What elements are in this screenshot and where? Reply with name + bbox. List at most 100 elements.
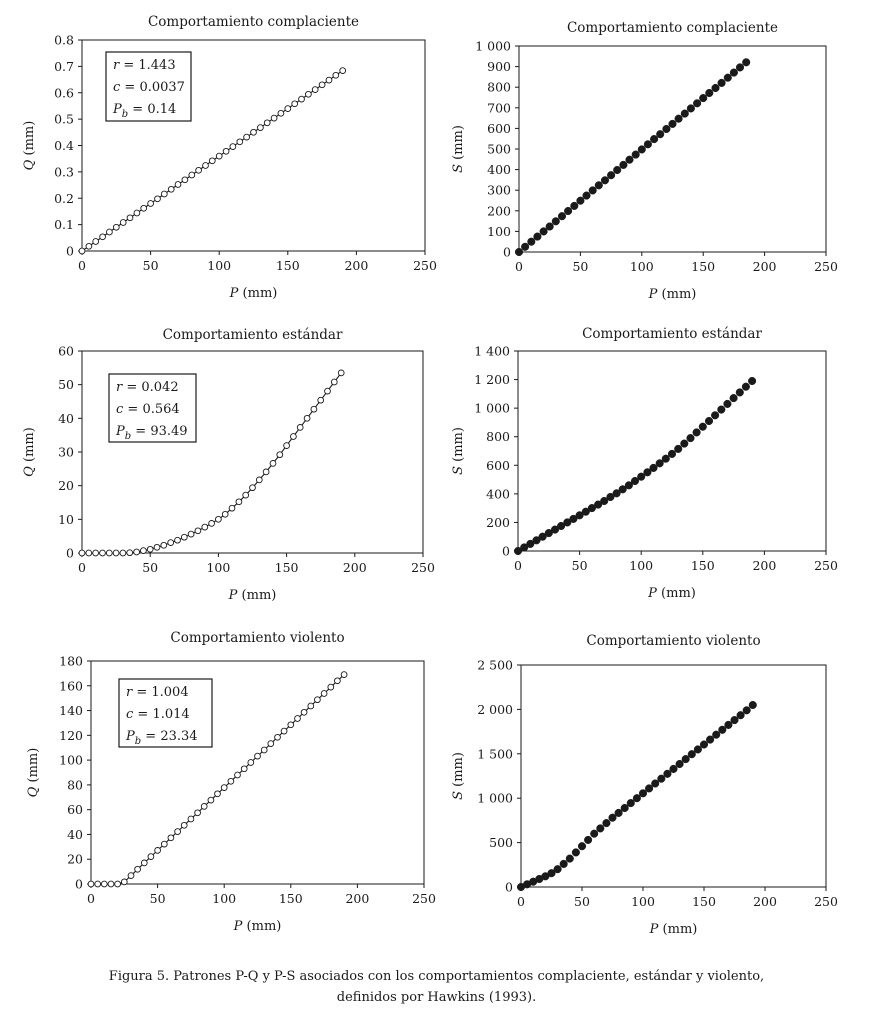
chart-title: Comportamiento complaciente [567, 20, 778, 36]
data-point [686, 434, 695, 443]
data-point [208, 157, 216, 165]
data-point [78, 247, 86, 255]
data-point [133, 548, 140, 556]
y-tick-label: 1 400 [474, 344, 510, 359]
x-tick-label: 150 [691, 259, 715, 274]
data-point [741, 382, 750, 391]
parameter-box-frame [105, 51, 192, 122]
y-tick-label: 800 [487, 80, 511, 95]
data-point [618, 485, 627, 494]
y-tick-label: 0.5 [54, 112, 74, 127]
data-point [588, 186, 597, 195]
x-tick-label: 100 [207, 258, 231, 273]
data-point [631, 150, 640, 159]
data-point [160, 840, 168, 848]
y-axis-label: S (mm) [451, 427, 466, 475]
data-point [594, 181, 603, 190]
data-point [600, 176, 610, 185]
data-point [119, 549, 127, 557]
x-tick-label: 100 [630, 259, 654, 274]
data-point [669, 764, 678, 773]
data-point [305, 90, 312, 98]
data-point [234, 771, 241, 779]
data-point [187, 815, 195, 823]
data-point [675, 759, 684, 769]
data-point [87, 880, 95, 888]
data-point [723, 73, 732, 82]
data-point [668, 119, 677, 128]
data-point [736, 711, 745, 720]
data-point [742, 58, 751, 67]
data-point [729, 68, 738, 77]
data-point [712, 730, 721, 739]
data-point [596, 824, 605, 833]
x-tick-label: 100 [631, 894, 655, 909]
data-point [649, 463, 658, 472]
y-tick-label: 120 [59, 728, 83, 743]
y-tick-label: 200 [486, 515, 510, 530]
data-point [638, 789, 648, 798]
data-point [160, 541, 168, 549]
chart-6: Comportamiento violento 0 50 100 150 200 250 0 5… [451, 633, 838, 937]
data-point [221, 510, 229, 518]
parameter-line: c = 0.564 [116, 402, 180, 417]
y-tick-label: 0 [66, 546, 74, 561]
data-point [577, 842, 587, 851]
data-point [626, 799, 635, 808]
data-point [127, 872, 135, 879]
data-point [153, 543, 161, 551]
data-point [174, 536, 181, 544]
data-point [208, 520, 215, 527]
data-point [260, 746, 268, 754]
data-point [291, 100, 299, 108]
data-point [283, 442, 290, 449]
data-point [533, 232, 542, 241]
data-point [154, 847, 161, 854]
y-tick-label: 800 [486, 429, 510, 444]
y-tick-label: 0.4 [54, 138, 74, 153]
y-tick-label: 50 [58, 377, 74, 392]
y-axis-label: S (mm) [451, 752, 466, 800]
y-tick-label: 0.7 [54, 59, 74, 74]
data-point [262, 468, 270, 476]
data-point [553, 865, 562, 874]
chart-3: Comportamiento estándar 0 50 100 150 200 250 0 1… [22, 327, 435, 603]
data-point [318, 81, 326, 89]
y-axis-label: Q (mm) [22, 121, 37, 171]
chart-2: Comportamiento complaciente 0 50 100 150 200 2… [451, 20, 838, 302]
y-tick-label: 0 [502, 544, 510, 559]
x-tick-label: 200 [752, 558, 776, 573]
data-point [317, 396, 325, 404]
data-point [619, 160, 628, 169]
y-tick-label: 1 000 [477, 791, 513, 806]
data-point [680, 109, 689, 118]
data-point [730, 716, 739, 725]
data-point [687, 750, 696, 759]
x-tick-label: 200 [345, 891, 369, 906]
data-point [718, 725, 727, 734]
x-axis-label: P (mm) [229, 286, 278, 301]
data-point [314, 696, 321, 704]
data-point [126, 549, 134, 557]
data-point [94, 880, 102, 888]
data-point [513, 546, 523, 556]
data-point [140, 859, 148, 867]
data-point [277, 109, 285, 117]
data-point [307, 702, 315, 710]
data-point [287, 721, 295, 729]
data-point [559, 859, 568, 868]
data-point [645, 784, 654, 793]
data-point [220, 784, 228, 791]
data-point [92, 549, 99, 557]
data-point [290, 433, 297, 440]
y-tick-label: 1 500 [477, 746, 513, 761]
data-point [215, 152, 223, 160]
data-point [147, 853, 155, 860]
data-point [332, 71, 340, 79]
data-point [748, 376, 757, 386]
x-axis-label: P (mm) [228, 588, 277, 603]
data-point [236, 138, 244, 146]
data-point [134, 865, 141, 873]
data-point [133, 209, 141, 217]
data-point [692, 428, 701, 437]
